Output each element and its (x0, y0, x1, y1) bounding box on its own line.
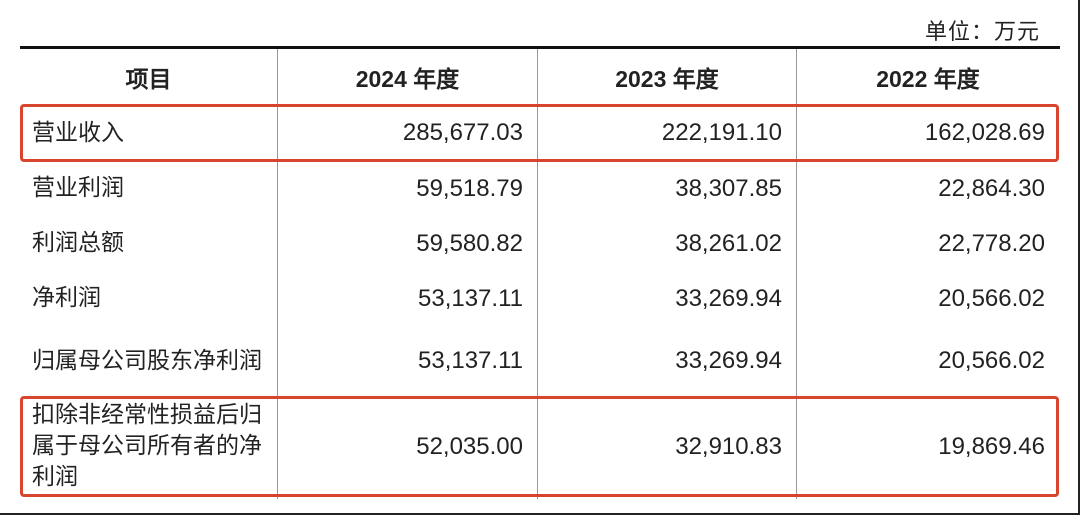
table-cell-value: 52,035.00 (416, 432, 523, 460)
table-cell-value: 162,028.69 (924, 119, 1045, 146)
column-header: 2022 年度 (876, 66, 980, 92)
table-cell-value: 33,269.94 (675, 284, 782, 312)
highlight-box-revenue (20, 104, 1059, 162)
table-cell-value: 59,580.82 (416, 229, 523, 257)
column-header: 2023 年度 (615, 66, 719, 92)
row-label: 营业收入 (32, 119, 124, 146)
column-header: 2024 年度 (355, 66, 460, 92)
column-header: 项目 (125, 66, 172, 92)
table-cell-value: 32,910.83 (675, 432, 782, 460)
table-cell-value: 20,566.02 (938, 347, 1045, 374)
table-cell-value: 222,191.10 (661, 119, 782, 146)
column-divider (796, 49, 797, 499)
unit-label: 单位：万元 (924, 20, 1040, 45)
table-cell-value: 22,864.30 (938, 174, 1045, 202)
table-top-border (20, 46, 1060, 49)
table-cell-value: 38,261.02 (675, 229, 782, 257)
table-cell-value: 38,307.85 (675, 174, 782, 202)
table-cell-value: 59,518.79 (416, 174, 523, 202)
table-cell-value: 285,677.03 (402, 119, 523, 146)
table-cell-value: 22,778.20 (938, 229, 1045, 257)
table-cell-value: 53,137.11 (418, 347, 523, 374)
column-divider (537, 49, 538, 499)
table-cell-value: 33,269.94 (675, 347, 782, 374)
column-divider (277, 49, 278, 499)
row-label: 营业利润 (32, 175, 124, 201)
row-label: 扣除非经常性损益后归属于母公司所有者的净利润 (32, 402, 262, 490)
table-cell-value: 53,137.11 (418, 284, 523, 312)
row-label: 利润总额 (32, 230, 124, 256)
row-label: 净利润 (32, 285, 101, 311)
row-label: 归属母公司股东净利润 (32, 347, 262, 374)
highlight-box-deducted-net-profit (20, 396, 1059, 497)
table-cell-value: 20,566.02 (938, 284, 1045, 312)
table-cell-value: 19,869.46 (938, 432, 1045, 460)
